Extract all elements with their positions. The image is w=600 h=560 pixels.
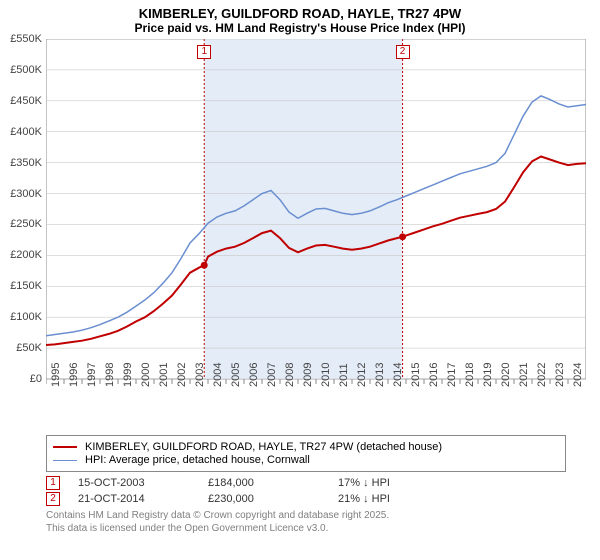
y-tick-label: £100K bbox=[10, 311, 42, 323]
y-tick-label: £250K bbox=[10, 218, 42, 230]
y-tick-label: £350K bbox=[10, 157, 42, 169]
footnote-diff: 17% ↓ HPI bbox=[338, 477, 468, 489]
x-tick-label: 2000 bbox=[140, 363, 152, 387]
legend-row: KIMBERLEY, GUILDFORD ROAD, HAYLE, TR27 4… bbox=[53, 441, 559, 453]
legend-label: KIMBERLEY, GUILDFORD ROAD, HAYLE, TR27 4… bbox=[85, 441, 442, 453]
x-tick-label: 2015 bbox=[410, 363, 422, 387]
x-tick-label: 2007 bbox=[266, 363, 278, 387]
chart-marker-box: 2 bbox=[396, 45, 410, 59]
x-tick-label: 2021 bbox=[518, 363, 530, 387]
footnote-marker: 2 bbox=[46, 492, 60, 506]
footnote-date: 21-OCT-2014 bbox=[78, 493, 208, 505]
x-tick-label: 2023 bbox=[554, 363, 566, 387]
legend-swatch bbox=[53, 446, 77, 448]
x-tick-label: 2011 bbox=[338, 363, 350, 387]
x-tick-label: 2005 bbox=[230, 363, 242, 387]
x-tick-label: 2024 bbox=[572, 363, 584, 387]
footnote-row: 1 15-OCT-2003£184,00017% ↓ HPI bbox=[46, 476, 600, 490]
copyright-text: Contains HM Land Registry data © Crown c… bbox=[46, 510, 600, 535]
y-tick-label: £50K bbox=[16, 342, 42, 354]
chart-marker-box: 1 bbox=[197, 45, 211, 59]
copyright-line: This data is licensed under the Open Gov… bbox=[46, 523, 600, 536]
y-tick-label: £150K bbox=[10, 280, 42, 292]
footnote-row: 2 21-OCT-2014£230,00021% ↓ HPI bbox=[46, 492, 600, 506]
footnote-marker: 1 bbox=[46, 476, 60, 490]
x-tick-label: 2013 bbox=[374, 363, 386, 387]
x-axis-ticks: 1995 1996 1997 1998 1999 2000 2001 2002 2003 2004… bbox=[46, 39, 586, 429]
x-tick-label: 1996 bbox=[68, 363, 80, 387]
footnote-date: 15-OCT-2003 bbox=[78, 477, 208, 489]
chart-title: KIMBERLEY, GUILDFORD ROAD, HAYLE, TR27 4… bbox=[0, 0, 600, 21]
x-tick-label: 2006 bbox=[248, 363, 260, 387]
y-tick-label: £550K bbox=[10, 33, 42, 45]
x-tick-label: 2016 bbox=[428, 363, 440, 387]
x-tick-label: 2001 bbox=[158, 363, 170, 387]
x-tick-label: 2020 bbox=[500, 363, 512, 387]
x-tick-label: 2022 bbox=[536, 363, 548, 387]
y-tick-label: £200K bbox=[10, 249, 42, 261]
x-tick-label: 1997 bbox=[86, 363, 98, 387]
x-tick-label: 1999 bbox=[122, 363, 134, 387]
footnote-price: £230,000 bbox=[208, 493, 338, 505]
x-tick-label: 2012 bbox=[356, 363, 368, 387]
chart-subtitle: Price paid vs. HM Land Registry's House … bbox=[0, 21, 600, 39]
x-tick-label: 2002 bbox=[176, 363, 188, 387]
x-tick-label: 2010 bbox=[320, 363, 332, 387]
x-tick-label: 2009 bbox=[302, 363, 314, 387]
legend-row: HPI: Average price, detached house, Corn… bbox=[53, 454, 559, 466]
copyright-line: Contains HM Land Registry data © Crown c… bbox=[46, 510, 600, 523]
x-tick-label: 2004 bbox=[212, 363, 224, 387]
legend-label: HPI: Average price, detached house, Corn… bbox=[85, 454, 310, 466]
y-tick-label: £500K bbox=[10, 64, 42, 76]
y-tick-label: £0 bbox=[30, 373, 42, 385]
footnote-price: £184,000 bbox=[208, 477, 338, 489]
x-tick-label: 2008 bbox=[284, 363, 296, 387]
y-axis-ticks: £0 £50K £100K £150K £200K £250K £300K £350K £400… bbox=[0, 39, 46, 429]
x-tick-label: 2003 bbox=[194, 363, 206, 387]
x-tick-label: 1995 bbox=[50, 363, 62, 387]
chart-area: £0£50K£100K£150K£200K£250K£300K£350K£400… bbox=[46, 39, 586, 429]
x-tick-label: 2019 bbox=[482, 363, 494, 387]
legend-swatch bbox=[53, 460, 77, 461]
footnote-table: 1 15-OCT-2003£184,00017% ↓ HPI 2 21-OCT-201… bbox=[46, 476, 600, 506]
y-tick-label: £400K bbox=[10, 126, 42, 138]
x-tick-label: 1998 bbox=[104, 363, 116, 387]
legend-box: KIMBERLEY, GUILDFORD ROAD, HAYLE, TR27 4… bbox=[46, 435, 566, 472]
x-tick-label: 2018 bbox=[464, 363, 476, 387]
y-tick-label: £450K bbox=[10, 95, 42, 107]
footnote-diff: 21% ↓ HPI bbox=[338, 493, 468, 505]
y-tick-label: £300K bbox=[10, 188, 42, 200]
x-tick-label: 2014 bbox=[392, 363, 404, 387]
x-tick-label: 2017 bbox=[446, 363, 458, 387]
